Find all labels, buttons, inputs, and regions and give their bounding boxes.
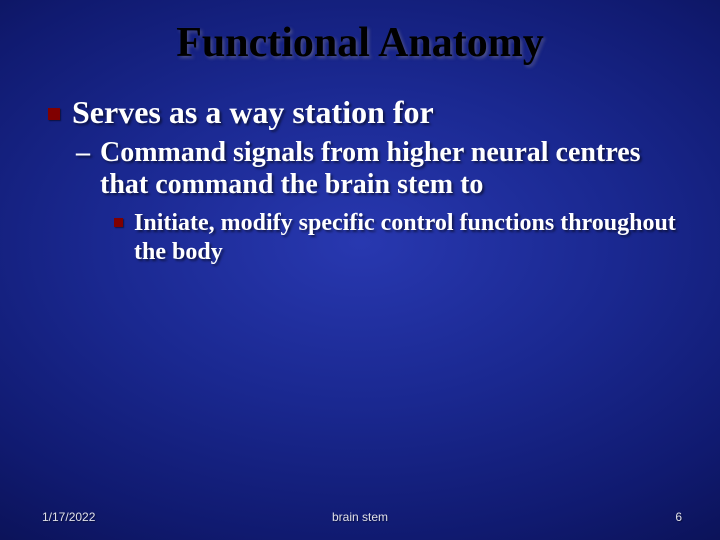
footer-page-number: 6 — [675, 510, 682, 524]
bullet-level1: Serves as a way station for — [48, 94, 680, 131]
bullet-level3: Initiate, modify specific control functi… — [48, 209, 680, 266]
slide-content: Serves as a way station for – Command si… — [0, 66, 720, 266]
square-bullet-icon — [48, 108, 60, 120]
bullet-level2: – Command signals from higher neural cen… — [48, 137, 680, 201]
slide-title: Functional Anatomy — [0, 0, 720, 66]
slide: Functional Anatomy Serves as a way stati… — [0, 0, 720, 540]
footer-topic: brain stem — [0, 510, 720, 524]
bullet-level1-text: Serves as a way station for — [72, 94, 434, 130]
bullet-level2-text: Command signals from higher neural centr… — [100, 137, 641, 200]
bullet-level3-text: Initiate, modify specific control functi… — [134, 210, 676, 264]
dash-bullet-icon: – — [76, 137, 90, 169]
square-bullet-icon — [114, 218, 123, 227]
